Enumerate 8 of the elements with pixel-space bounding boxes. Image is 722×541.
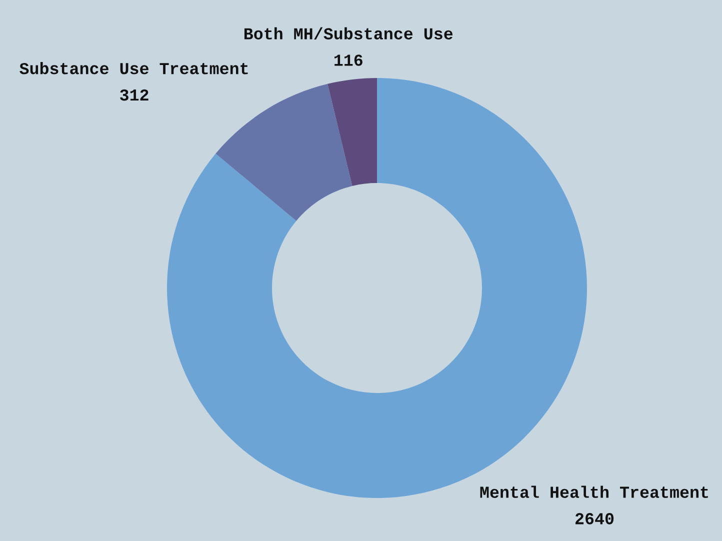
data-label: 2640 xyxy=(576,513,614,524)
donut-slice xyxy=(328,78,377,186)
slice-label: Mental Health Treatment xyxy=(480,486,708,498)
slice-label: Substance Use Treatment xyxy=(20,62,248,74)
data-label: 312 xyxy=(120,89,148,101)
donut-slice xyxy=(216,84,352,221)
data-label: 116 xyxy=(334,54,362,66)
slice-label: Both MH/Substance Use xyxy=(244,27,453,40)
